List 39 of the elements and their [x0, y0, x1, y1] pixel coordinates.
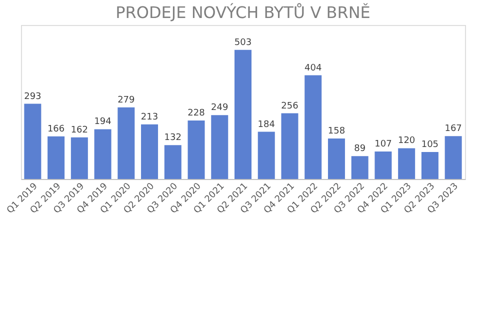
bar	[374, 152, 392, 179]
bar	[94, 129, 112, 179]
data-label: 105	[421, 140, 439, 150]
bar	[281, 113, 298, 179]
data-label: 184	[258, 120, 276, 130]
data-label: 293	[24, 92, 42, 102]
data-label: 162	[70, 125, 88, 136]
bar	[328, 138, 345, 179]
bar	[141, 124, 158, 179]
bar	[70, 137, 88, 179]
data-label: 404	[304, 63, 322, 74]
bar	[258, 132, 275, 179]
data-label: 279	[118, 95, 136, 106]
bar	[211, 115, 228, 179]
data-label: 194	[94, 117, 112, 128]
bar	[48, 136, 65, 179]
bar	[234, 50, 252, 179]
data-label: 158	[328, 126, 346, 136]
bar	[398, 148, 416, 179]
data-label: 132	[164, 133, 182, 144]
chart-title: PRODEJE NOVÝCH BYTŮ V BRNĚ	[116, 3, 370, 22]
data-label: 89	[354, 144, 366, 154]
bar	[118, 107, 135, 179]
bar	[24, 104, 42, 179]
data-label: 120	[398, 136, 416, 146]
bar	[421, 152, 438, 179]
data-label: 166	[47, 124, 65, 134]
data-label: 107	[374, 140, 392, 150]
data-label: 256	[281, 101, 299, 112]
bar	[444, 136, 462, 179]
data-label: 503	[234, 38, 252, 48]
data-label: 167	[444, 124, 462, 134]
bar	[304, 75, 322, 179]
data-label: 228	[188, 108, 206, 118]
bar	[164, 145, 182, 179]
data-label: 249	[211, 103, 228, 114]
bar	[351, 156, 368, 179]
bar	[188, 120, 205, 179]
data-label: 213	[140, 112, 158, 122]
